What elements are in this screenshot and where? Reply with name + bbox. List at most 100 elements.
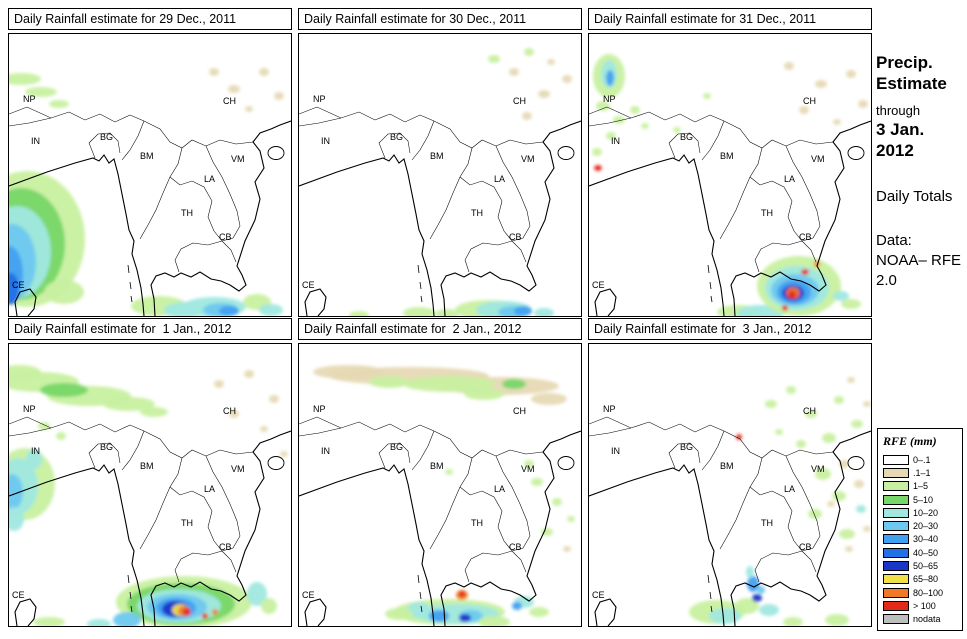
- country-label-vm: VM: [231, 464, 245, 474]
- country-label-ce: CE: [12, 590, 25, 600]
- rain-cell: [736, 434, 742, 440]
- country-label-la: LA: [784, 484, 795, 494]
- coastline: [589, 464, 725, 626]
- rainfall-shading: [592, 54, 868, 316]
- country-border: [785, 145, 821, 242]
- rainfall-map: NP CH IN BG BM VM LA TH CB CE: [588, 33, 872, 317]
- legend-row: > 100: [883, 599, 959, 612]
- coastline: [589, 154, 725, 316]
- rain-cell: [33, 617, 65, 626]
- rain-cell: [40, 383, 88, 397]
- rain-cell: [245, 106, 253, 112]
- panel-title: Daily Rainfall estimate for 31 Dec., 201…: [588, 8, 872, 30]
- rain-cell: [775, 429, 783, 435]
- country-label-ch: CH: [223, 406, 236, 416]
- legend-row: nodata: [883, 613, 959, 626]
- rain-cell: [531, 478, 543, 486]
- country-border: [221, 240, 237, 263]
- country-border: [801, 550, 817, 573]
- country-label-np: NP: [23, 404, 36, 414]
- island-hainan: [557, 146, 575, 160]
- rain-cell: [752, 594, 762, 602]
- country-label-vm: VM: [811, 464, 825, 474]
- rain-cell: [863, 526, 871, 532]
- rain-cell: [228, 85, 240, 93]
- country-border: [589, 106, 725, 123]
- rain-cell: [630, 106, 640, 114]
- legend-row: 65–80: [883, 573, 959, 586]
- country-label-in: IN: [321, 446, 330, 456]
- rain-cell: [832, 491, 846, 501]
- rain-cell: [369, 376, 409, 388]
- through-label: through: [876, 103, 921, 118]
- island: [419, 281, 422, 290]
- coastline: [304, 598, 327, 626]
- rainfall-map: NP CH IN BG BM VM LA TH CB CE: [8, 33, 292, 317]
- rain-cell: [782, 305, 788, 311]
- island: [707, 264, 710, 274]
- legend-swatch: [883, 600, 909, 611]
- island: [709, 591, 712, 600]
- rain-cell: [825, 614, 849, 626]
- legend-title: RFE (mm): [883, 434, 937, 448]
- country-label-ch: CH: [513, 96, 526, 106]
- legend-label: .1–1: [913, 467, 931, 478]
- country-border: [801, 240, 817, 263]
- data-source-label: Data: NOAA– RFE 2.0: [876, 232, 962, 289]
- country-border: [139, 147, 183, 240]
- coastline: [299, 154, 435, 316]
- rain-cell: [9, 365, 41, 379]
- rain-cell: [244, 370, 254, 378]
- legend-row: 5–10: [883, 493, 959, 506]
- legend-row: 80–100: [883, 586, 959, 599]
- rain-cell: [863, 401, 871, 407]
- country-label-bg: BG: [390, 442, 403, 452]
- rain-cell: [113, 612, 141, 626]
- legend-swatch: [883, 507, 909, 518]
- legend-row: 1–5: [883, 480, 959, 493]
- country-label-np: NP: [23, 94, 36, 104]
- coastline: [304, 288, 327, 316]
- rain-cell: [478, 616, 510, 626]
- rain-cell: [26, 449, 42, 469]
- island-hainan: [847, 456, 865, 470]
- country-border: [511, 550, 527, 573]
- legend-swatch: [883, 467, 909, 478]
- country-border: [668, 132, 701, 159]
- rainfall-panel-6: Daily Rainfall estimate for 3 Jan., 2012…: [588, 318, 872, 627]
- country-label-vm: VM: [521, 154, 535, 164]
- rainfall-map: NP CH IN BG BM VM LA TH CB CE: [8, 343, 292, 627]
- legend-swatch: [883, 494, 909, 505]
- country-label-la: LA: [784, 174, 795, 184]
- rain-cell: [524, 48, 534, 56]
- map-canvas: NP CH IN BG BM VM LA TH CB CE: [299, 48, 581, 316]
- rain-cell: [44, 280, 84, 304]
- rain-cell: [531, 393, 567, 405]
- coastline: [440, 430, 581, 626]
- rain-cell: [459, 591, 465, 597]
- rain-cell: [529, 607, 549, 617]
- daily-totals-label: Daily Totals: [876, 188, 953, 205]
- country-border: [88, 132, 121, 159]
- rain-cell: [641, 123, 649, 129]
- rainfall-panel-4: Daily Rainfall estimate for 1 Jan., 2012…: [8, 318, 292, 627]
- country-border: [429, 457, 473, 550]
- rain-cell: [759, 604, 779, 616]
- coastline: [150, 430, 291, 626]
- country-label-la: LA: [494, 484, 505, 494]
- rain-cell: [313, 365, 385, 379]
- country-label-ce: CE: [12, 280, 25, 290]
- country-border: [299, 416, 435, 433]
- island-hainan: [267, 456, 285, 470]
- country-label-ch: CH: [803, 406, 816, 416]
- rain-cell: [229, 410, 239, 418]
- country-border: [464, 550, 513, 583]
- country-label-in: IN: [31, 446, 40, 456]
- rain-cell: [815, 468, 831, 480]
- country-border: [589, 416, 725, 433]
- coastline: [9, 464, 145, 626]
- country-label-bm: BM: [140, 151, 154, 161]
- rain-cell: [735, 598, 759, 614]
- rain-cell: [562, 75, 572, 83]
- legend-swatch: [883, 614, 909, 625]
